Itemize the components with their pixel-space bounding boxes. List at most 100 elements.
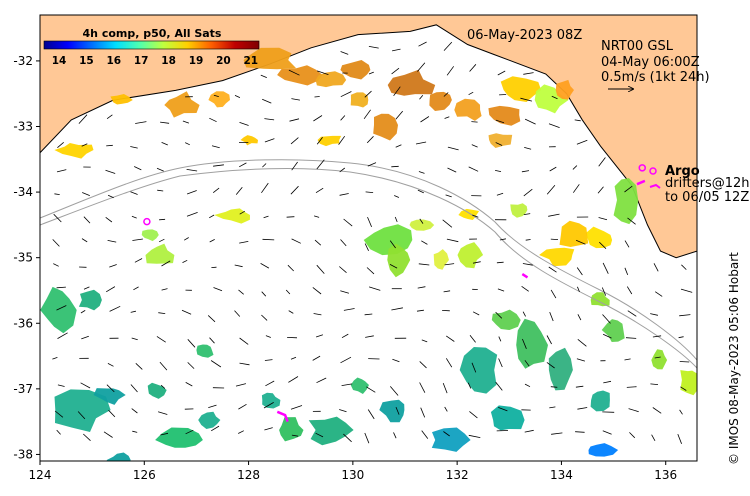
colorbar-title: 4h comp, p50, All Sats bbox=[83, 27, 222, 40]
current-vector bbox=[364, 243, 369, 251]
current-vector bbox=[132, 238, 143, 241]
current-vector bbox=[263, 215, 269, 219]
drifter-legend-line1: drifters@12h bbox=[665, 176, 750, 191]
current-vector bbox=[81, 335, 89, 340]
current-vector bbox=[56, 286, 66, 289]
current-vector bbox=[312, 355, 321, 361]
colorbar-tick-label: 15 bbox=[79, 55, 94, 67]
sst-patch bbox=[500, 76, 542, 102]
current-vector bbox=[107, 194, 114, 199]
x-tick-label: 128 bbox=[237, 468, 260, 482]
sst-patch bbox=[315, 71, 347, 88]
product-line2: 04-May 06:00Z bbox=[601, 55, 700, 70]
current-vector bbox=[235, 186, 243, 195]
current-vector bbox=[678, 336, 684, 339]
current-vector bbox=[262, 163, 267, 168]
current-vector bbox=[239, 241, 249, 244]
x-tick-label: 126 bbox=[133, 468, 156, 482]
current-vector bbox=[133, 286, 139, 291]
current-vector bbox=[497, 70, 506, 76]
current-vector bbox=[291, 98, 300, 101]
current-vector bbox=[339, 167, 346, 173]
current-vector bbox=[160, 121, 170, 124]
current-vector bbox=[132, 430, 138, 433]
current-vector bbox=[135, 363, 143, 370]
current-vector bbox=[262, 98, 272, 104]
current-vector bbox=[421, 339, 428, 343]
current-vector bbox=[445, 335, 455, 342]
y-tick-label: -32 bbox=[13, 54, 33, 68]
sst-patch bbox=[350, 92, 369, 108]
current-vector bbox=[209, 337, 215, 344]
sst-patch bbox=[651, 349, 668, 370]
current-vector bbox=[577, 314, 582, 321]
current-vector bbox=[650, 383, 659, 385]
current-vector bbox=[83, 433, 91, 441]
current-vector bbox=[495, 170, 502, 172]
current-vector bbox=[395, 110, 404, 120]
sst-patch bbox=[243, 47, 297, 70]
current-vector bbox=[652, 335, 662, 338]
current-vector bbox=[680, 288, 693, 293]
current-vector bbox=[161, 288, 168, 291]
current-vector bbox=[343, 433, 352, 443]
current-vector bbox=[80, 382, 91, 389]
current-vector bbox=[343, 308, 355, 311]
current-vector bbox=[159, 218, 166, 221]
sst-patch bbox=[277, 65, 323, 86]
current-vector bbox=[472, 311, 480, 316]
current-vector bbox=[286, 216, 295, 218]
colorbar-tick-label: 19 bbox=[189, 55, 204, 67]
sst-patch bbox=[613, 178, 639, 225]
y-tick-label: -38 bbox=[13, 447, 33, 461]
current-vector bbox=[469, 334, 476, 343]
current-vector bbox=[186, 212, 198, 217]
current-vector bbox=[262, 238, 275, 241]
current-vector bbox=[447, 167, 457, 173]
current-vector bbox=[442, 219, 453, 228]
sst-patch bbox=[459, 347, 498, 394]
current-vector bbox=[53, 213, 62, 223]
current-vector bbox=[392, 358, 400, 363]
current-vector bbox=[156, 167, 164, 172]
current-vector bbox=[392, 48, 401, 52]
current-vector bbox=[108, 409, 116, 418]
current-vector bbox=[468, 434, 481, 438]
current-vector bbox=[340, 290, 350, 294]
current-vector bbox=[629, 432, 636, 439]
colorbar-tick-label: 16 bbox=[106, 55, 121, 67]
sst-patch bbox=[409, 219, 435, 231]
current-vector bbox=[156, 336, 166, 343]
sst-patch bbox=[261, 392, 281, 409]
y-axis: -32 -33 -34 -35 -36 -37 -38 bbox=[13, 54, 40, 461]
current-vector bbox=[158, 312, 166, 314]
colorbar-tick-label: 21 bbox=[243, 55, 258, 67]
current-vector bbox=[522, 263, 533, 266]
current-vector bbox=[575, 431, 585, 433]
current-vector bbox=[316, 159, 325, 170]
current-vector bbox=[368, 286, 381, 291]
current-vector bbox=[602, 333, 612, 339]
sst-patch bbox=[516, 318, 548, 369]
drifter-legend-line2: to 06/05 12Z bbox=[665, 190, 749, 205]
sst-patch bbox=[490, 405, 525, 431]
current-vector bbox=[211, 145, 220, 149]
sst-patch bbox=[78, 289, 102, 311]
y-tick-label: -34 bbox=[13, 185, 33, 199]
current-vector bbox=[499, 238, 506, 241]
current-vector bbox=[472, 261, 481, 264]
current-vector bbox=[185, 142, 190, 146]
sst-patch bbox=[40, 286, 77, 334]
current-vector bbox=[497, 288, 505, 292]
current-vector bbox=[131, 215, 137, 219]
current-vector bbox=[234, 95, 241, 98]
y-tick-label: -36 bbox=[13, 316, 33, 330]
current-vector bbox=[471, 121, 478, 123]
current-vector bbox=[366, 136, 374, 144]
current-vector bbox=[314, 96, 320, 98]
sst-patch bbox=[454, 98, 482, 121]
current-vector bbox=[316, 264, 325, 274]
current-vector bbox=[234, 264, 243, 268]
x-tick-label: 130 bbox=[341, 468, 364, 482]
